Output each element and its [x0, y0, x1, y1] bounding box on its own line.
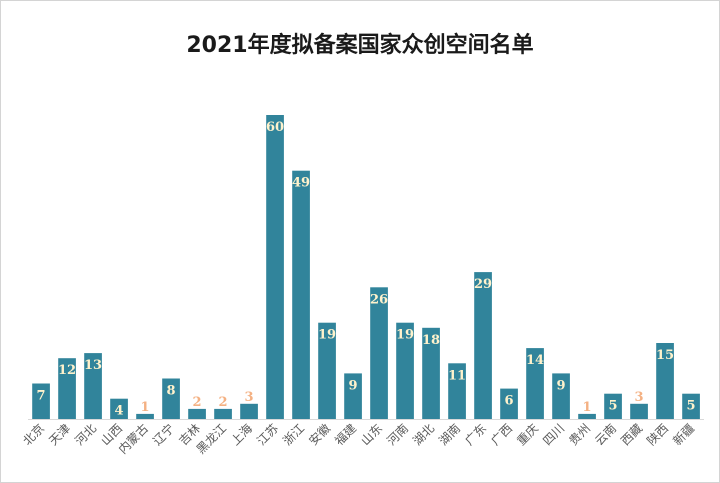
bar-广东	[474, 272, 492, 419]
bar-陕西	[656, 343, 674, 419]
bar-黑龙江	[214, 408, 232, 419]
data-label-辽宁: 8	[166, 384, 175, 399]
data-label-云南: 5	[608, 399, 617, 414]
data-label-黑龙江: 2	[218, 395, 227, 410]
bar-北京	[32, 383, 50, 419]
bar-上海	[240, 403, 258, 419]
category-label-福建: 福建	[332, 421, 360, 449]
category-label-安徽: 安徽	[306, 421, 334, 449]
category-label-黑龙江: 黑龙江	[194, 421, 229, 456]
data-label-浙江: 49	[292, 176, 310, 191]
bar-河南	[396, 322, 414, 419]
category-label-河北: 河北	[72, 421, 99, 448]
bar-山西	[110, 398, 128, 419]
bar-广西	[500, 388, 518, 419]
bar-重庆	[526, 348, 544, 419]
data-label-贵州: 1	[582, 400, 591, 415]
category-label-新疆: 新疆	[670, 421, 698, 449]
data-label-西藏: 3	[634, 390, 643, 405]
category-label-浙江: 浙江	[280, 421, 307, 448]
data-label-上海: 3	[244, 390, 253, 405]
data-label-北京: 7	[36, 389, 45, 404]
bar-西藏	[630, 403, 648, 419]
bar-河北	[84, 353, 102, 419]
data-label-四川: 9	[556, 378, 565, 393]
category-label-河南: 河南	[384, 421, 412, 449]
category-label-辽宁: 辽宁	[150, 421, 178, 449]
category-label-广西: 广西	[488, 421, 515, 448]
bar-安徽	[318, 322, 336, 419]
category-label-北京: 北京	[20, 421, 47, 448]
category-label-山东: 山东	[358, 421, 385, 448]
category-label-湖北: 湖北	[410, 421, 438, 449]
category-label-重庆: 重庆	[514, 421, 541, 448]
category-label-上海: 上海	[228, 421, 256, 449]
category-label-湖南: 湖南	[436, 421, 464, 449]
bar-新疆	[682, 393, 700, 419]
bar-湖北	[422, 327, 440, 419]
category-label-天津: 天津	[46, 421, 73, 448]
data-label-陕西: 15	[656, 348, 674, 363]
category-label-四川: 四川	[540, 421, 567, 448]
data-label-广西: 6	[504, 394, 513, 409]
bar-天津	[58, 358, 76, 419]
category-label-云南: 云南	[592, 421, 620, 449]
bar-四川	[552, 373, 570, 419]
data-label-吉林: 2	[192, 395, 201, 410]
data-label-山西: 4	[114, 404, 123, 419]
data-label-山东: 26	[370, 292, 388, 307]
bar-浙江	[292, 170, 310, 419]
data-label-湖南: 11	[448, 368, 466, 383]
data-label-广东: 29	[474, 277, 492, 292]
bar-福建	[344, 373, 362, 419]
data-label-天津: 12	[58, 363, 76, 378]
data-label-福建: 9	[348, 378, 357, 393]
bar-贵州	[578, 413, 596, 419]
category-label-江苏: 江苏	[254, 421, 281, 448]
data-label-内蒙古: 1	[140, 400, 149, 415]
data-label-重庆: 14	[526, 353, 544, 368]
data-label-安徽: 19	[318, 328, 336, 343]
category-label-贵州: 贵州	[566, 421, 593, 448]
data-label-湖北: 18	[422, 333, 440, 348]
bar-辽宁	[162, 378, 180, 419]
bar-江苏	[266, 115, 284, 419]
data-label-河北: 13	[84, 358, 102, 373]
bar-云南	[604, 393, 622, 419]
bar-湖南	[448, 363, 466, 419]
category-label-陕西: 陕西	[644, 421, 672, 449]
category-label-广东: 广东	[462, 421, 489, 448]
bar-山东	[370, 287, 388, 419]
data-label-江苏: 60	[266, 120, 284, 135]
data-label-河南: 19	[396, 328, 414, 343]
chart-title: 2021年度拟备案国家众创空间名单	[186, 33, 534, 58]
bar-内蒙古	[136, 413, 154, 419]
category-label-西藏: 西藏	[618, 421, 645, 448]
category-label-内蒙古: 内蒙古	[115, 421, 151, 457]
data-label-新疆: 5	[686, 399, 695, 414]
bar-吉林	[188, 408, 206, 419]
